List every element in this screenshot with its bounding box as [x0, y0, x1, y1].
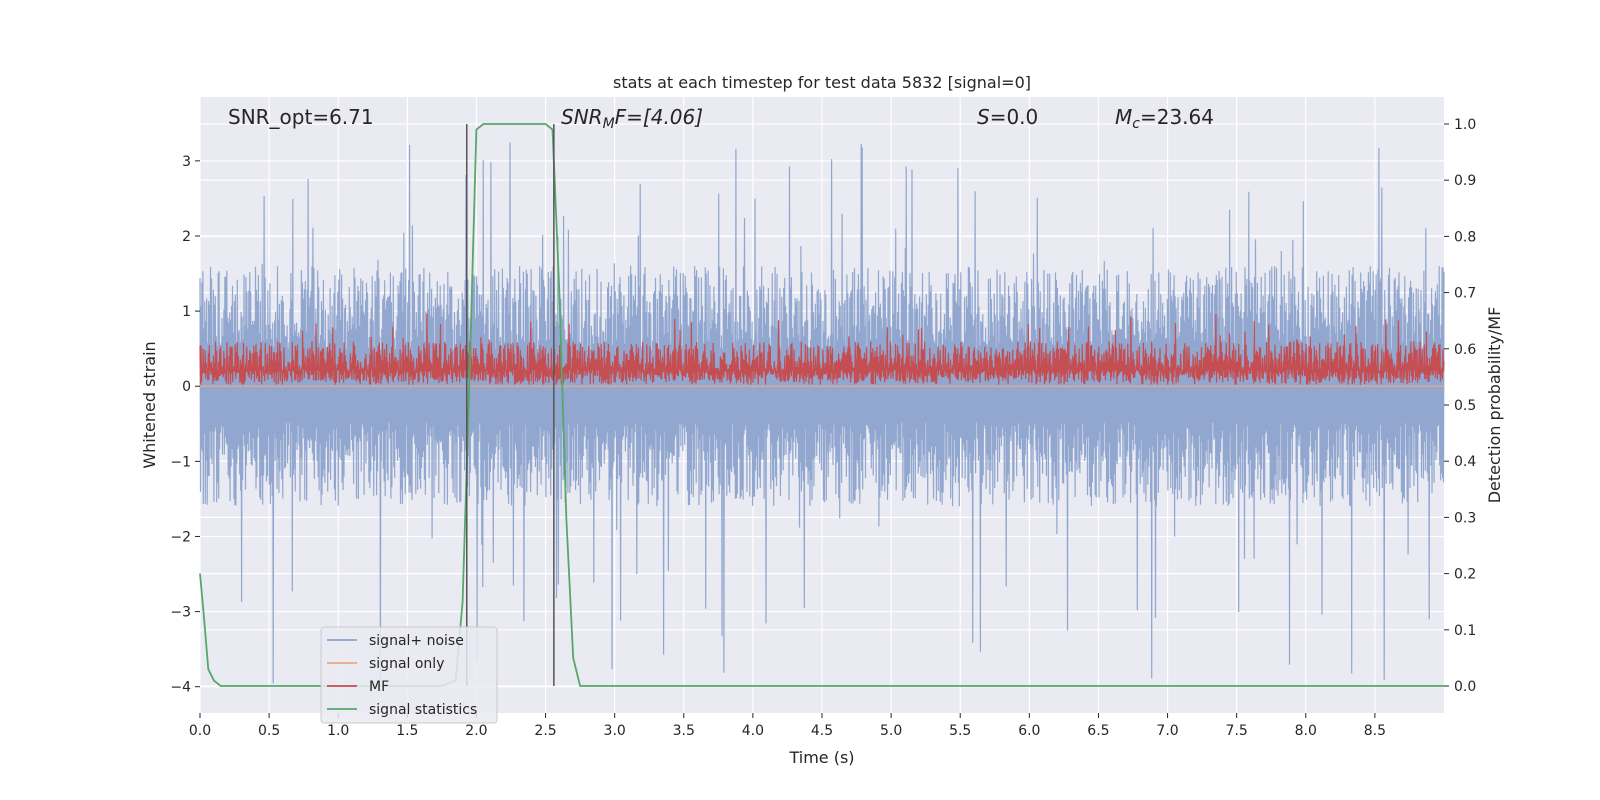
x-tick-label-11: 5.5 [949, 723, 971, 739]
series-signal-statistics [199, 123, 1444, 687]
y2-tick-label-5: 0.5 [1454, 398, 1476, 414]
y-tick-label-1: −3 [170, 605, 191, 621]
y2-tick-label-6: 0.6 [1454, 342, 1476, 358]
legend-label-signal-noise: signal+ noise [369, 633, 464, 649]
x-tick-label-5: 2.5 [534, 723, 556, 739]
y-tick-label-3: −1 [170, 454, 191, 470]
annotation-snr-mf-main: SNR [561, 105, 603, 129]
x-tick-label-12: 6.0 [1018, 723, 1040, 739]
legend-label-signal-statistics: signal statistics [369, 702, 477, 718]
x-tick-label-13: 6.5 [1087, 723, 1109, 739]
annotation-mc-main: M [1115, 105, 1132, 129]
y2-tick-label-1: 0.1 [1454, 623, 1476, 639]
annotation-mc-rest: =23.64 [1140, 105, 1214, 129]
chart-title: stats at each timestep for test data 583… [613, 73, 1031, 92]
x-axis-label: Time (s) [788, 748, 854, 767]
y2-tick-label-8: 0.8 [1454, 229, 1476, 245]
x-tick-label-1: 0.5 [258, 723, 280, 739]
y2-axis-ticks: 0.0 0.1 0.2 0.3 0.4 0.5 0.6 0.7 0.8 0.9 1.0 [1444, 117, 1476, 695]
x-tick-label-17: 8.5 [1364, 723, 1386, 739]
y2-tick-label-7: 0.7 [1454, 286, 1476, 302]
annotation-s-main: S [977, 105, 990, 129]
y2-tick-label-0: 0.0 [1454, 679, 1476, 695]
legend: signal+ noise signal only MF signal stat… [320, 626, 498, 724]
y-tick-label-0: −4 [170, 680, 191, 696]
series-layer [199, 123, 1445, 687]
x-tick-label-3: 1.5 [396, 723, 418, 739]
legend-label-signal-only: signal only [369, 656, 444, 672]
y-tick-label-5: 1 [182, 304, 191, 320]
y2-tick-label-10: 1.0 [1454, 117, 1476, 133]
annotation-mc-sub: c [1132, 116, 1140, 132]
annotation-s: S=0.0 [977, 105, 1038, 129]
y-tick-label-4: 0 [182, 379, 191, 395]
x-axis-ticks: 0.0 0.5 1.0 1.5 2.0 2.5 3.0 3.5 4.0 4.5 5.0 5.5 6.0 6… [189, 713, 1386, 739]
annotation-snr-mf: SNRMF=[4.06] [561, 105, 703, 132]
x-tick-label-4: 2.0 [465, 723, 487, 739]
y2-tick-label-2: 0.2 [1454, 567, 1476, 583]
vertical-markers [466, 123, 555, 687]
x-tick-label-8: 4.0 [742, 723, 764, 739]
annotation-snr-opt: SNR_opt=6.71 [228, 105, 374, 129]
y-tick-label-6: 2 [182, 229, 191, 245]
x-tick-label-7: 3.5 [673, 723, 695, 739]
x-tick-label-0: 0.0 [189, 723, 211, 739]
y2-tick-label-9: 0.9 [1454, 173, 1476, 189]
annotation-snr-mf-sub: M [603, 116, 615, 132]
y2-tick-label-3: 0.3 [1454, 510, 1476, 526]
x-tick-label-16: 8.0 [1295, 723, 1317, 739]
annotation-snr-mf-rest: F=[4.06] [615, 105, 703, 129]
legend-frame [320, 626, 498, 724]
y-axis-ticks: −4 −3 −2 −1 0 1 2 3 [170, 154, 200, 696]
y-tick-label-2: −2 [170, 529, 191, 545]
annotation-mc: Mc=23.64 [1115, 105, 1214, 132]
legend-label-mf: MF [369, 679, 389, 695]
x-tick-label-9: 4.5 [811, 723, 833, 739]
y-tick-label-7: 3 [182, 154, 191, 170]
y-axis-label: Whitened strain [140, 341, 159, 468]
x-tick-label-2: 1.0 [327, 723, 349, 739]
x-tick-label-6: 3.0 [604, 723, 626, 739]
x-tick-label-10: 5.0 [880, 723, 902, 739]
series-mf [199, 313, 1445, 385]
x-tick-label-14: 7.0 [1156, 723, 1178, 739]
y2-axis-label: Detection probability/MF [1485, 307, 1504, 504]
annotation-s-rest: =0.0 [990, 105, 1039, 129]
y2-tick-label-4: 0.4 [1454, 454, 1476, 470]
x-tick-label-15: 7.5 [1226, 723, 1248, 739]
